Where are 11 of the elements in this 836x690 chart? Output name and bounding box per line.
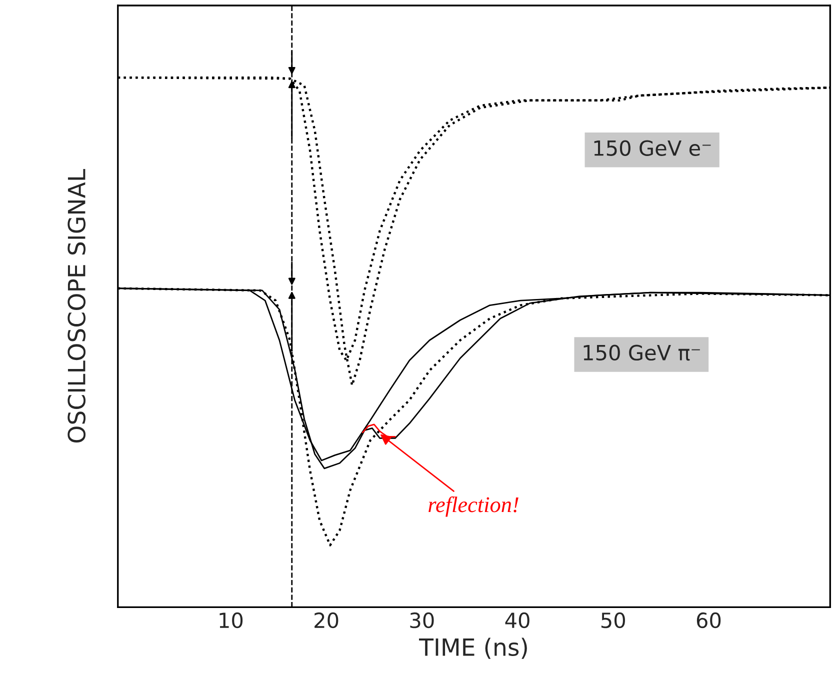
x-tick-label: 30	[410, 612, 434, 628]
annotation: reflection!	[428, 496, 518, 517]
x-tick-label: 40	[505, 612, 530, 628]
annotation: 150 GeV π⁻	[584, 344, 700, 361]
x-tick-label: 60	[696, 612, 721, 628]
x-axis-title: TIME (ns)	[419, 638, 527, 659]
y-axis-title: OSCILLOSCOPE SIGNAL	[68, 169, 86, 443]
x-tick-label: 20	[314, 612, 338, 628]
x-tick-label: 10	[220, 612, 243, 628]
x-tick-label: 50	[601, 612, 625, 628]
annotation: 150 GeV e⁻	[594, 140, 711, 156]
